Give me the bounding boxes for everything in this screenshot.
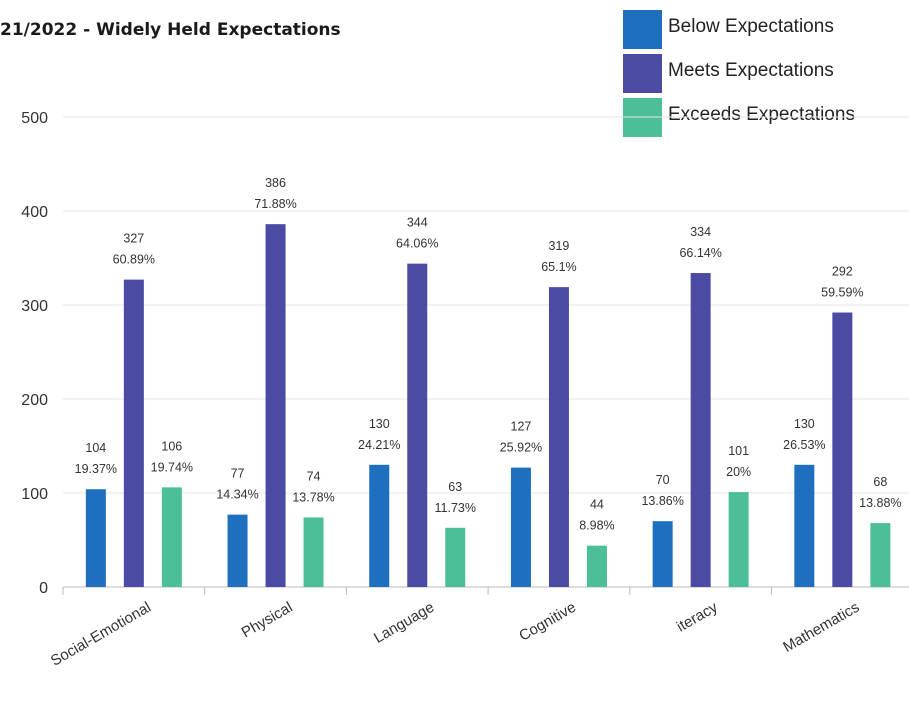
- data-label-percent: 26.53%: [783, 438, 825, 452]
- data-label-percent: 11.73%: [435, 501, 476, 515]
- data-label-percent: 13.86%: [641, 494, 683, 508]
- data-label-percent: 14.34%: [216, 488, 258, 502]
- bar-0-0: [85, 489, 106, 587]
- bar-0-2: [369, 464, 390, 587]
- bar-2-1: [303, 517, 324, 587]
- x-category-label: iteracy: [674, 598, 721, 635]
- bar-1-0: [123, 279, 144, 587]
- data-label-value: 74: [307, 469, 321, 483]
- legend-label-meets: Meets Expectations: [668, 60, 834, 81]
- bar-0-4: [652, 521, 673, 587]
- legend-item-below[interactable]: Below Expectations: [623, 8, 903, 52]
- data-label-percent: 19.74%: [151, 460, 193, 474]
- x-category-label: Cognitive: [516, 599, 579, 645]
- data-label-percent: 60.89%: [113, 253, 155, 267]
- bar-1-1: [265, 224, 286, 587]
- bar-1-2: [407, 263, 428, 587]
- data-label-value: 334: [690, 225, 711, 239]
- data-label-percent: 65.1%: [541, 260, 576, 274]
- data-label-value: 106: [161, 439, 182, 453]
- data-label-value: 130: [794, 417, 815, 431]
- chart-title: 21/2022 - Widely Held Expectations: [0, 20, 341, 40]
- data-label-percent: 19.37%: [75, 462, 117, 476]
- bar-1-3: [548, 287, 569, 587]
- bar-2-2: [445, 527, 466, 587]
- data-label-value: 70: [656, 473, 670, 487]
- data-label-value: 130: [369, 417, 390, 431]
- data-label-percent: 25.92%: [500, 441, 542, 455]
- y-tick-label: 500: [21, 110, 48, 127]
- legend-swatch-meets: [623, 54, 662, 93]
- bar-1-5: [832, 312, 853, 587]
- legend-label-below: Below Expectations: [668, 16, 834, 37]
- legend-swatch-below: [623, 10, 662, 49]
- x-category-label: Language: [371, 599, 437, 647]
- y-tick-label: 0: [39, 580, 48, 597]
- data-label-value: 44: [590, 498, 604, 512]
- data-label-percent: 66.14%: [679, 246, 721, 260]
- data-label-value: 127: [511, 420, 532, 434]
- data-label-percent: 8.98%: [579, 519, 614, 533]
- bar-0-3: [510, 467, 531, 587]
- data-label-percent: 13.78%: [292, 490, 334, 504]
- bar-2-4: [728, 492, 749, 587]
- legend-label-exceeds: Exceeds Expectations: [668, 104, 855, 125]
- data-label-percent: 20%: [726, 465, 751, 479]
- y-tick-label: 200: [21, 392, 48, 409]
- data-label-value: 386: [265, 176, 286, 190]
- y-tick-label: 300: [21, 298, 48, 315]
- bar-1-4: [690, 273, 711, 587]
- data-label-value: 327: [123, 232, 144, 246]
- data-label-value: 77: [231, 467, 245, 481]
- y-tick-label: 400: [21, 204, 48, 221]
- bar-0-1: [227, 514, 248, 587]
- x-category-label: Social-Emotional: [48, 599, 154, 670]
- x-category-label: Physical: [239, 599, 296, 642]
- data-label-value: 68: [873, 475, 887, 489]
- bar-0-5: [794, 464, 815, 587]
- data-label-value: 319: [549, 239, 570, 253]
- legend-item-meets[interactable]: Meets Expectations: [623, 52, 903, 96]
- bar-2-3: [586, 545, 607, 587]
- data-label-value: 344: [407, 216, 428, 230]
- data-label-percent: 64.06%: [396, 237, 438, 251]
- data-label-percent: 24.21%: [358, 438, 400, 452]
- x-category-label: Mathematics: [780, 599, 862, 656]
- data-label-percent: 71.88%: [254, 197, 296, 211]
- y-tick-label: 100: [21, 486, 48, 503]
- data-label-value: 101: [728, 444, 749, 458]
- bar-2-5: [870, 523, 891, 587]
- data-label-percent: 13.88%: [859, 496, 901, 510]
- data-label-value: 292: [832, 265, 853, 279]
- data-label-value: 63: [448, 480, 462, 494]
- data-label-value: 104: [85, 441, 106, 455]
- data-label-percent: 59.59%: [821, 286, 863, 300]
- bar-2-0: [161, 487, 182, 587]
